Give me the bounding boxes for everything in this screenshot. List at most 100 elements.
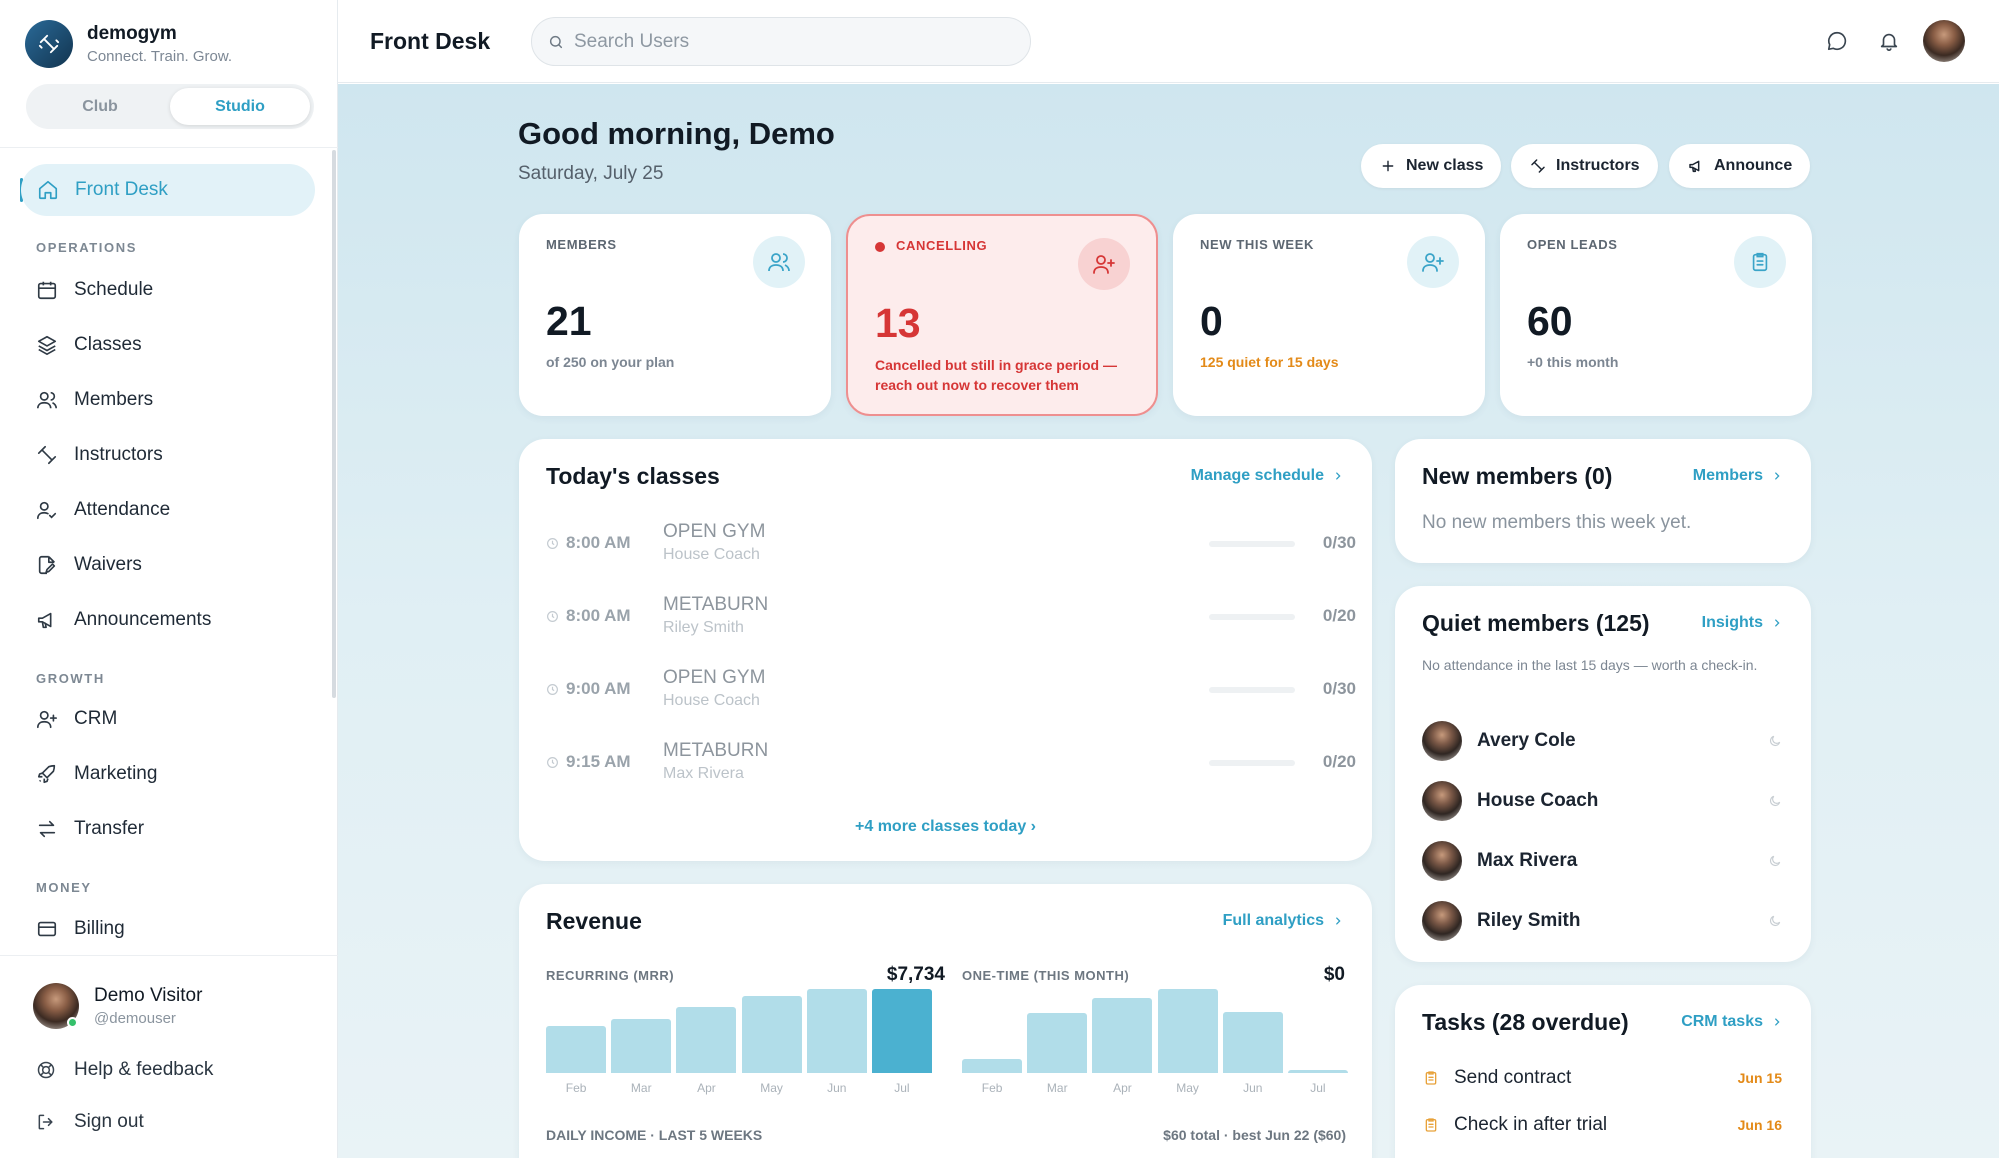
toggle-studio[interactable]: Studio — [170, 88, 310, 125]
bar-jun[interactable] — [1222, 1011, 1283, 1073]
avatar[interactable] — [1923, 20, 1965, 62]
new-members-card: New members (0) Members No new members t… — [1395, 439, 1811, 563]
clipboard-icon — [1734, 236, 1786, 288]
quiet-members-card: Quiet members (125) Insights No attendan… — [1395, 586, 1811, 962]
class-row[interactable]: 8:00 AM METABURN Riley Smith 0/20 — [546, 594, 1356, 644]
sidebar-item-classes[interactable]: Classes — [34, 330, 142, 360]
user-plus-icon — [1078, 238, 1130, 290]
sidebar-item-crm[interactable]: CRM — [34, 704, 117, 734]
sidebar: demogym Connect. Train. Grow. Club Studi… — [0, 0, 338, 1158]
sidebar-item-attendance[interactable]: Attendance — [34, 495, 170, 525]
sidebar-item-instructors[interactable]: Instructors — [34, 440, 163, 470]
stat-card-members[interactable]: MEMBERS 21 of 250 on your plan — [519, 214, 831, 416]
sign-out-link[interactable]: Sign out — [34, 1108, 144, 1136]
quiet-member-row[interactable]: Max Rivera — [1422, 841, 1782, 881]
bell-icon[interactable] — [1875, 27, 1903, 55]
x-tick-label: Apr — [1113, 1081, 1132, 1095]
card-title: Tasks (28 overdue) — [1422, 1009, 1629, 1035]
stat-label: CANCELLING — [896, 238, 988, 253]
bar-feb[interactable] — [546, 1025, 607, 1073]
sidebar-item-front-desk[interactable]: Front Desk — [21, 164, 315, 216]
recurring-total: $7,734 — [886, 964, 945, 985]
sidebar-item-members[interactable]: Members — [34, 385, 153, 415]
megaphone-icon — [1687, 157, 1705, 175]
recurring-label: RECURRING (MRR) — [546, 968, 675, 983]
chevron-right-icon — [1771, 1016, 1783, 1028]
avatar — [1422, 841, 1462, 881]
more-classes-label: +4 more classes today — [855, 818, 1027, 835]
sidebar-scrollbar[interactable] — [332, 150, 336, 698]
moon-icon[interactable] — [1768, 794, 1782, 808]
stat-card-new-this-week[interactable]: NEW THIS WEEK 0 125 quiet for 15 days — [1173, 214, 1485, 416]
brand[interactable]: demogym Connect. Train. Grow. — [25, 20, 232, 68]
moon-icon[interactable] — [1768, 854, 1782, 868]
crm-tasks-link[interactable]: CRM tasks — [1681, 1013, 1783, 1031]
bar-jul[interactable] — [871, 989, 932, 1073]
task-row[interactable]: Send contract Jun 15 — [1422, 1064, 1782, 1092]
tasks-card: Tasks (28 overdue) CRM tasks Send contra… — [1395, 985, 1811, 1158]
moon-icon[interactable] — [1768, 914, 1782, 928]
quiet-member-row[interactable]: Avery Cole — [1422, 721, 1782, 761]
bar-mar[interactable] — [611, 1019, 672, 1073]
sidebar-item-label: Instructors — [74, 444, 163, 465]
announce-button[interactable]: Announce — [1669, 144, 1811, 188]
sidebar-item-label: Billing — [74, 918, 125, 939]
full-analytics-link[interactable]: Full analytics — [1223, 912, 1344, 930]
stat-label: OPEN LEADS — [1527, 237, 1618, 252]
bar-apr[interactable] — [676, 1007, 737, 1073]
moon-icon[interactable] — [1768, 734, 1782, 748]
stat-subtext: Cancelled but still in grace period — re… — [875, 357, 1117, 393]
more-classes-link[interactable]: +4 more classes today › — [855, 818, 1036, 835]
class-capacity: 0/30 — [1322, 533, 1356, 552]
instructors-button[interactable]: Instructors — [1511, 144, 1658, 188]
sidebar-item-schedule[interactable]: Schedule — [34, 275, 153, 305]
capacity-bar — [1209, 541, 1295, 547]
calendar-icon — [34, 277, 60, 303]
bar-mar[interactable] — [1027, 1013, 1088, 1073]
home-icon — [35, 177, 61, 203]
online-status-dot — [67, 1017, 78, 1028]
search-box[interactable] — [531, 17, 1031, 66]
sidebar-item-marketing[interactable]: Marketing — [34, 759, 157, 789]
task-row[interactable]: Check in after trial Jun 16 — [1422, 1111, 1782, 1139]
class-row[interactable]: 9:15 AM METABURN Max Rivera 0/20 — [546, 740, 1356, 790]
task-due-date: Jun 15 — [1737, 1070, 1782, 1086]
bar-jun[interactable] — [806, 989, 867, 1073]
stat-card-open-leads[interactable]: OPEN LEADS 60 +0 this month — [1500, 214, 1812, 416]
stat-card-cancelling[interactable]: CANCELLING 13 Cancelled but still in gra… — [846, 214, 1158, 416]
sidebar-item-transfer[interactable]: Transfer — [34, 814, 144, 844]
search-input[interactable] — [574, 30, 994, 53]
toggle-club[interactable]: Club — [82, 97, 118, 115]
bar-jul[interactable] — [1287, 1070, 1348, 1073]
quiet-member-row[interactable]: House Coach — [1422, 781, 1782, 821]
class-row[interactable]: 9:00 AM OPEN GYM House Coach 0/30 — [546, 667, 1356, 717]
manage-schedule-link[interactable]: Manage schedule — [1191, 467, 1344, 485]
quiet-member-row[interactable]: Riley Smith — [1422, 901, 1782, 941]
class-row[interactable]: 8:00 AM OPEN GYM House Coach 0/30 — [546, 521, 1356, 571]
sidebar-item-label: Announcements — [74, 609, 212, 630]
members-link[interactable]: Members — [1693, 467, 1783, 485]
insights-link[interactable]: Insights — [1702, 614, 1783, 632]
sidebar-item-announcements[interactable]: Announcements — [34, 605, 211, 635]
help-feedback-link[interactable]: Help & feedback — [34, 1056, 213, 1084]
new-class-button[interactable]: New class — [1361, 144, 1502, 188]
bar-may[interactable] — [741, 995, 802, 1073]
section-money: MONEY — [36, 880, 92, 895]
bar-feb[interactable] — [962, 1059, 1023, 1073]
bar-may[interactable] — [1157, 989, 1218, 1073]
stat-value: 60 — [1527, 298, 1573, 344]
class-time: 8:00 AM — [566, 533, 631, 552]
sidebar-item-waivers[interactable]: Waivers — [34, 550, 142, 580]
avatar — [1422, 781, 1462, 821]
stat-value: 13 — [875, 300, 921, 346]
stat-subtext: of 250 on your plan — [546, 354, 675, 370]
section-growth: GROWTH — [36, 671, 105, 686]
chat-icon[interactable] — [1823, 27, 1851, 55]
sidebar-item-billing[interactable]: Billing — [34, 914, 125, 944]
class-name: METABURN — [663, 594, 769, 615]
bar-apr[interactable] — [1092, 997, 1153, 1073]
clock-icon — [546, 755, 560, 769]
quiet-description: No attendance in the last 15 days — wort… — [1422, 657, 1758, 673]
sidebar-item-label: Schedule — [74, 279, 154, 300]
card-title: Quiet members (125) — [1422, 610, 1650, 636]
